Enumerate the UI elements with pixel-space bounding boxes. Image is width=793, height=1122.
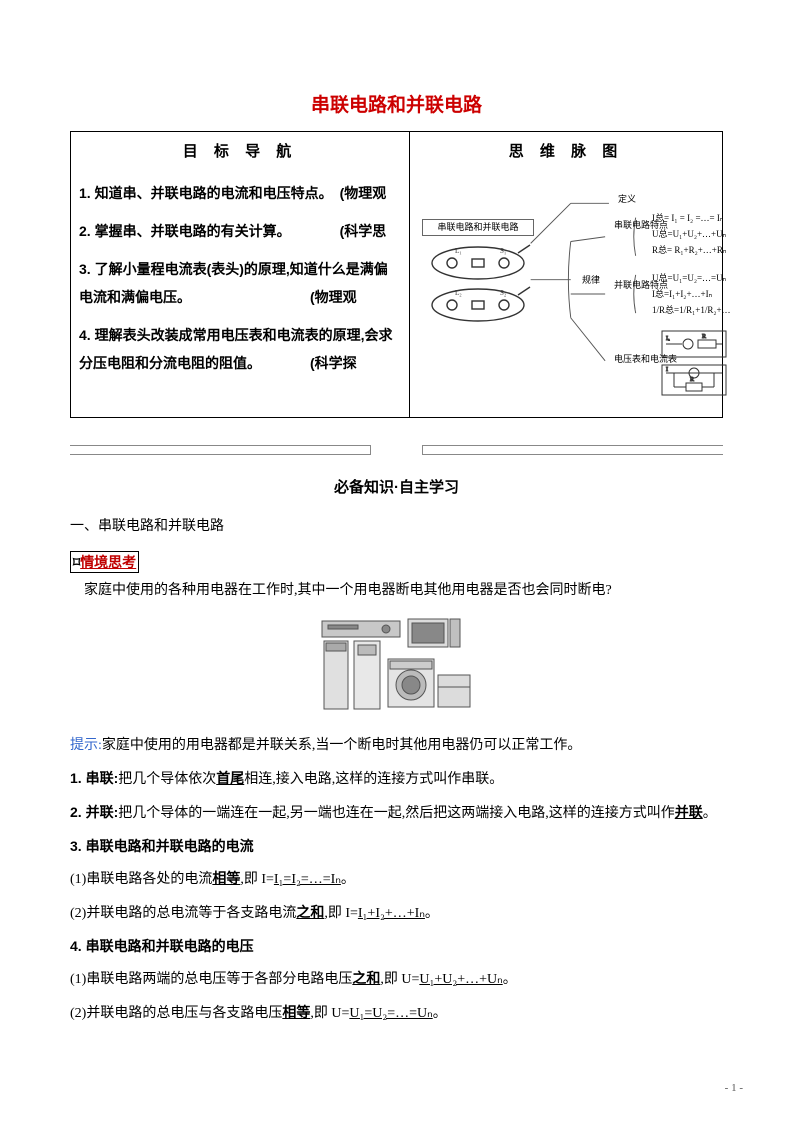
tip-line: 提示:家庭中使用的用电器都是并联关系,当一个断电时其他用电器仍可以正常工作。 (70, 732, 723, 760)
svg-text:Iₐ: Iₐ (666, 336, 670, 342)
mindmap-parallel-eq-r: 1/R总=1/R₁+1/R₂+… (652, 303, 731, 316)
meter-diagram-icon: R Iₐ I R (660, 329, 730, 399)
p4-1b: ,即 U= (380, 972, 419, 987)
p3-head: 3. 串联电路和并联电路的电流 (70, 832, 723, 860)
mindmap-series-eq-i: I总= I₁ = I₂ =…= Iₙ (652, 211, 723, 224)
mindmap-series-title: 串联电路特点 (614, 221, 646, 231)
p2-prefix: 2. 并联: (70, 804, 118, 820)
p1-b: 相连,接入电路,这样的连接方式叫作串联。 (244, 772, 503, 787)
p4-2u: 相等 (282, 1004, 310, 1020)
p3-2u: 之和 (296, 904, 324, 920)
p3-1u2: I₁=I₂=…=Iₙ (274, 872, 341, 887)
p3-2c: 。 (425, 906, 439, 921)
appliances-icon (312, 615, 482, 715)
mindmap-root: 串联电路和并联电路 (422, 219, 534, 236)
tip-text: 家庭中使用的用电器都是并联关系,当一个断电时其他用电器仍可以正常工作。 (102, 738, 582, 753)
mindmap-series-eq-u: U总=U₁+U₂+…+Uₙ (652, 227, 726, 240)
mindmap-parallel-title: 并联电路特点 (614, 281, 646, 291)
objective-4: 4. 理解表头改装成常用电压表和电流表的原理,会求分压电阻和分流电阻的阻值。 (… (79, 321, 401, 377)
p4-1u2: U₁+U₂+…+Uₙ (419, 972, 502, 987)
p4-2a: (2)并联电路的总电压与各支路电压 (70, 1006, 282, 1021)
svg-text:R: R (702, 334, 706, 340)
p4-1a: (1)串联电路两端的总电压等于各部分电路电压 (70, 972, 352, 987)
p1: 1. 串联:把几个导体依次首尾相连,接入电路,这样的连接方式叫作串联。 (70, 764, 723, 794)
p3-2: (2)并联电路的总电流等于各支路电流之和,即 I=I₁+I₂+…+Iₙ。 (70, 898, 723, 928)
p3-2a: (2)并联电路的总电流等于各支路电流 (70, 906, 296, 921)
nav-table: 目 标 导 航 1. 知道串、并联电路的电流和电压特点。 (物理观 2. 掌握串… (70, 131, 723, 418)
page-number: - 1 - (725, 1082, 743, 1094)
mindmap-def: 定义 (618, 192, 636, 205)
circuit-sketch-icon: L₁ S₁ L₂ S₂ (422, 239, 534, 331)
appliances-figure (70, 615, 723, 720)
p4-2: (2)并联电路的总电压与各支路电压相等,即 U=U₁=U₂=…=Uₙ。 (70, 998, 723, 1028)
svg-text:I: I (666, 367, 668, 373)
p4-1: (1)串联电路两端的总电压等于各部分电路电压之和,即 U=U₁+U₂+…+Uₙ。 (70, 964, 723, 994)
p4-1u: 之和 (352, 970, 380, 986)
p3-2u2: I₁+I₂+…+Iₙ (358, 906, 425, 921)
question-text: 家庭中使用的各种用电器在工作时,其中一个用电器断电其他用电器是否也会同时断电? (70, 577, 723, 605)
right-col-head: 思 维 脉 图 (418, 140, 714, 161)
section-divider (70, 440, 723, 458)
p4-2u2: U₁=U₂=…=Uₙ (349, 1006, 432, 1021)
p3-1b: ,即 I= (240, 872, 274, 887)
qingjing-label: 情境思考 (80, 554, 136, 570)
objective-3: 3. 了解小量程电流表(表头)的原理,知道什么是满偏电流和满偏电压。 (物理观 (79, 255, 401, 311)
p4-2b: ,即 U= (310, 1006, 349, 1021)
qingjing-box: ⌑情境思考 (70, 551, 139, 573)
svg-text:S₂: S₂ (500, 289, 507, 297)
svg-text:L₁: L₁ (455, 247, 462, 255)
p4-2c: 。 (433, 1006, 447, 1021)
p4-head: 4. 串联电路和并联电路的电压 (70, 932, 723, 960)
section-title: 必备知识·自主学习 (70, 476, 723, 497)
objectives-cell: 目 标 导 航 1. 知道串、并联电路的电流和电压特点。 (物理观 2. 掌握串… (71, 132, 410, 418)
left-col-head: 目 标 导 航 (79, 140, 401, 161)
p3-2b: ,即 I= (324, 906, 358, 921)
p1-u: 首尾 (216, 770, 244, 786)
svg-text:R: R (690, 377, 694, 383)
page-title: 串联电路和并联电路 (70, 90, 723, 117)
svg-text:S₁: S₁ (500, 247, 506, 255)
objective-1: 1. 知道串、并联电路的电流和电压特点。 (物理观 (79, 179, 401, 207)
p4-1c: 。 (503, 972, 517, 987)
p1-prefix: 1. 串联: (70, 770, 118, 786)
tip-label: 提示: (70, 738, 102, 753)
p3-1a: (1)串联电路各处的电流 (70, 872, 212, 887)
mindmap-cell: 思 维 脉 图 (410, 132, 723, 418)
mindmap-rules: 规律 (582, 273, 600, 286)
mindmap-parallel-eq-u: U总=U₁=U₂=…=Uₙ (652, 271, 726, 284)
mindmap-meter-title: 电压表和电流表 (614, 355, 660, 365)
h2-1: 一、串联电路和并联电路 (70, 513, 723, 541)
p2-a: 把几个导体的一端连在一起,另一端也连在一起,然后把这两端接入电路,这样的连接方式… (118, 806, 675, 821)
objective-2: 2. 掌握串、并联电路的有关计算。 (科学思 (79, 217, 401, 245)
p3-1: (1)串联电路各处的电流相等,即 I=I₁=I₂=…=Iₙ。 (70, 864, 723, 894)
p3-1u: 相等 (212, 870, 240, 886)
p2-b: 。 (703, 806, 717, 821)
mindmap-series-eq-r: R总= R₁+R₂+…+Rₙ (652, 243, 726, 256)
svg-text:L₂: L₂ (455, 289, 462, 297)
p2: 2. 并联:把几个导体的一端连在一起,另一端也连在一起,然后把这两端接入电路,这… (70, 798, 723, 828)
p2-u: 并联 (675, 804, 703, 820)
p3-1c: 。 (341, 872, 355, 887)
mindmap-parallel-eq-i: I总=I₁+I₂+…+Iₙ (652, 287, 712, 300)
p1-a: 把几个导体依次 (118, 772, 216, 787)
mindmap: L₁ S₁ L₂ S₂ 串联电路和并联电路 定义 规律 串联电路特点 I总= I… (418, 179, 714, 409)
